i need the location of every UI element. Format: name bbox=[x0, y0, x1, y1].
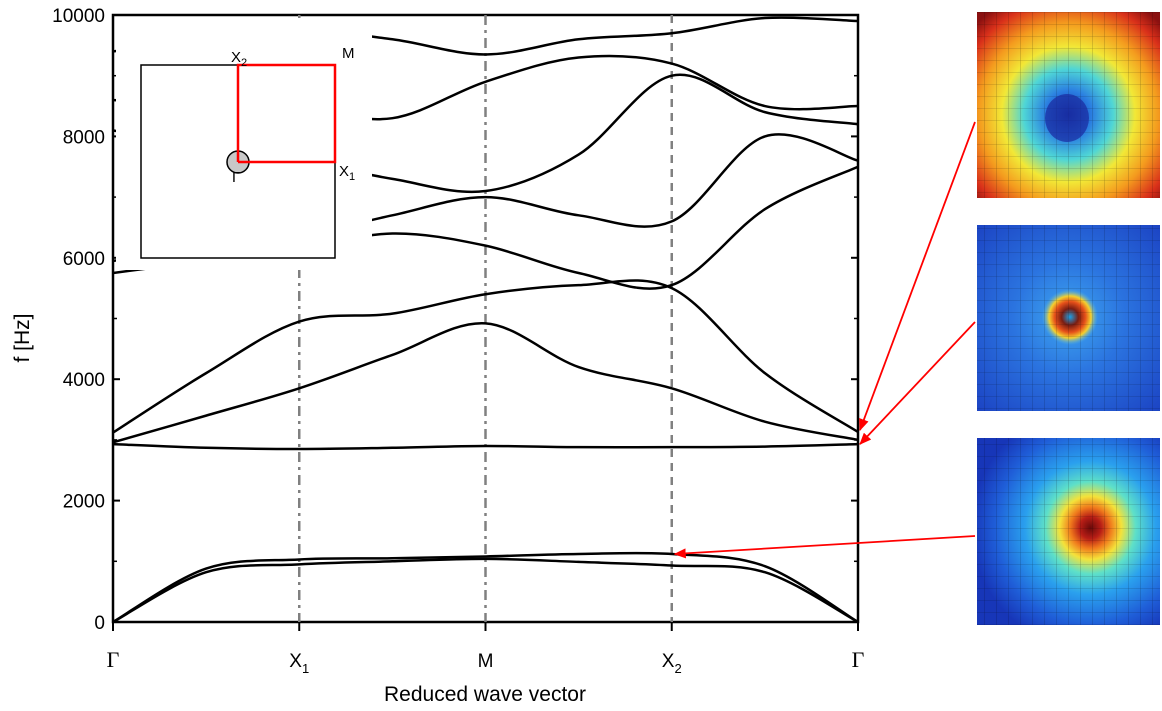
mode-shape-bottom bbox=[977, 438, 1160, 625]
x-tick-label: Γ bbox=[107, 647, 120, 672]
y-tick-label: 0 bbox=[94, 613, 105, 634]
y-tick-label: 4000 bbox=[63, 370, 105, 391]
y-tick-label: 8000 bbox=[63, 127, 105, 148]
x-tick-label: Γ bbox=[852, 647, 865, 672]
x-tick-label: X2 bbox=[662, 651, 682, 676]
x-axis-title: Reduced wave vector bbox=[384, 683, 586, 706]
inset-background bbox=[116, 18, 372, 270]
y-tick-label: 2000 bbox=[63, 492, 105, 513]
band-1 bbox=[113, 557, 858, 622]
x-tick-label: M bbox=[478, 651, 494, 672]
y-axis-title: f [Hz] bbox=[11, 313, 34, 362]
inset-gamma-label: Γ bbox=[232, 169, 240, 186]
x-axis: Γ X1 M X2 Γ bbox=[107, 622, 865, 676]
inset-x1-label: X1 bbox=[339, 163, 355, 183]
irreducible-zone-path bbox=[236, 63, 337, 164]
mode-arrow bbox=[673, 535, 976, 559]
band-5 bbox=[113, 279, 858, 434]
inset-x2-label: X2 bbox=[231, 49, 247, 69]
band-2 bbox=[113, 551, 858, 622]
mode-arrow bbox=[859, 321, 976, 445]
brillouin-zone-inset: X2 M X1 Γ bbox=[116, 18, 372, 270]
mode-arrow bbox=[859, 121, 976, 431]
band-4 bbox=[113, 322, 858, 444]
inset-m-label: M bbox=[342, 45, 355, 62]
y-tick-label: 6000 bbox=[63, 249, 105, 270]
y-tick-label: 10000 bbox=[52, 6, 105, 27]
mode-shape-middle bbox=[977, 225, 1160, 411]
mode-shape-top bbox=[977, 12, 1160, 198]
y-axis: 0 2000 4000 6000 8000 10000 bbox=[52, 6, 858, 634]
x-tick-label: X1 bbox=[289, 651, 309, 676]
mode-arrows bbox=[673, 121, 976, 559]
band-3 bbox=[113, 442, 858, 451]
